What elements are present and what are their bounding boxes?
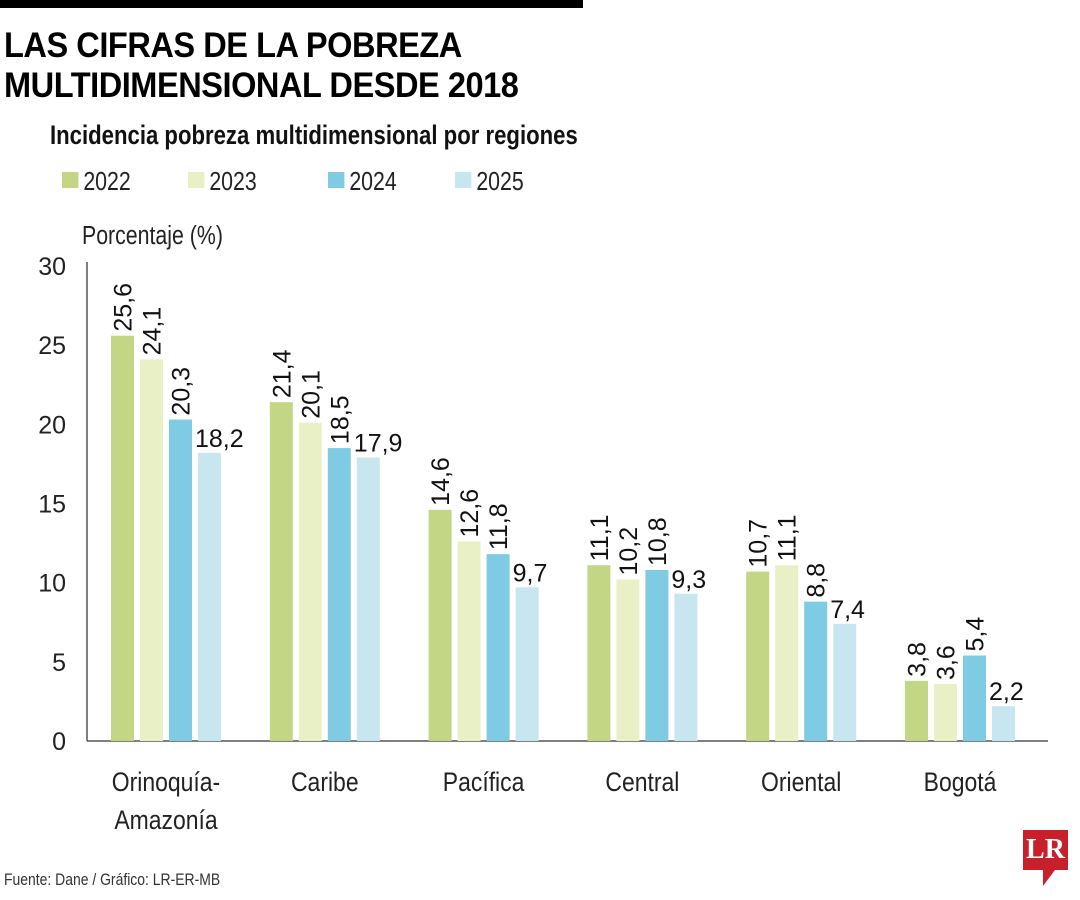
y-axis-label: Porcentaje (%) [82,221,223,251]
data-label: 9,7 [513,559,548,587]
x-category-label: Bogotá [924,767,997,797]
x-category-label: Central [605,767,679,797]
legend-item-2023: 2023 [188,166,257,197]
bar-2025 [515,587,539,741]
bar-2022 [269,402,293,741]
legend-item-2024: 2024 [328,166,397,197]
legend-label: 2024 [349,166,397,196]
data-label: 5,4 [962,617,990,652]
data-label: 7,4 [830,596,865,624]
lr-logo: LR [1023,830,1068,886]
data-label: 3,8 [904,642,932,677]
data-label: 10,8 [644,517,672,566]
data-label: 17,9 [354,430,403,458]
y-tick-label: 5 [52,649,66,677]
x-category-label: Oriental [761,767,841,797]
data-label: 18,5 [326,395,354,444]
data-label: 2,2 [989,678,1024,706]
title-line-1: LAS CIFRAS DE LA POBREZA [4,26,462,65]
bar-2024 [645,570,669,741]
page-title: LAS CIFRAS DE LA POBREZA MULTIDIMENSIONA… [4,26,519,106]
bar-2025 [833,623,857,741]
y-tick-label: 25 [38,332,66,360]
data-label: 14,6 [427,457,455,506]
bar-2025 [356,457,380,741]
bar-2023 [616,579,640,741]
legend-label: 2023 [209,166,257,196]
data-label: 3,6 [933,645,961,680]
data-label: 10,2 [615,527,643,576]
data-label: 8,8 [803,563,831,598]
legend-item-2025: 2025 [455,166,524,197]
bar-2023 [298,422,322,741]
legend-label: 2022 [83,166,131,196]
y-tick-label: 15 [38,491,66,519]
y-tick-label: 20 [38,411,66,439]
data-label: 24,1 [139,307,167,356]
legend-swatch [455,172,472,188]
bar-2022 [111,335,134,741]
y-tick-label: 0 [52,728,66,756]
data-label: 18,2 [195,425,244,453]
bar-2023 [140,359,163,741]
data-label: 10,7 [745,519,773,568]
x-category-label: Amazonía [114,805,217,835]
bar-2023 [775,565,799,741]
bar-2024 [486,554,510,741]
bar-2025 [198,452,221,741]
x-category-label: Pacífica [443,767,525,797]
data-label: 12,6 [456,489,484,538]
y-tick-label: 30 [38,253,66,281]
data-label: 11,1 [774,514,802,561]
bar-2024 [327,448,351,741]
bar-2024 [963,655,986,741]
bar-2024 [804,601,828,741]
data-label: 21,4 [268,349,296,398]
data-label: 20,3 [168,367,196,416]
bar-2022 [905,680,928,741]
bar-2025 [992,706,1015,741]
data-label: 9,3 [671,566,706,594]
bar-2022 [428,509,452,741]
legend-label: 2025 [476,166,524,196]
bar-2022 [746,571,770,741]
top-rule [0,0,583,8]
source-note: Fuente: Dane / Gráfico: LR-ER-MB [4,870,221,889]
legend-swatch [188,172,205,188]
x-category-label: Orinoquía- [112,767,220,797]
title-line-2: MULTIDIMENSIONAL DESDE 2018 [4,66,519,105]
legend-swatch [62,172,79,188]
data-label: 20,1 [297,370,325,419]
bar-2022 [587,565,611,741]
x-category-label: Caribe [291,767,359,797]
chart-subtitle: Incidencia pobreza multidimensional por … [50,120,578,150]
bar-2025 [674,593,698,741]
bar-2024 [169,419,192,741]
legend-item-2022: 2022 [62,166,131,197]
y-tick-label: 10 [38,570,66,598]
data-label: 11,8 [485,503,513,550]
legend-swatch [328,172,345,188]
bar-2023 [457,541,481,741]
bar-2023 [934,684,957,741]
data-label: 11,1 [586,514,614,561]
data-label: 25,6 [110,283,138,332]
